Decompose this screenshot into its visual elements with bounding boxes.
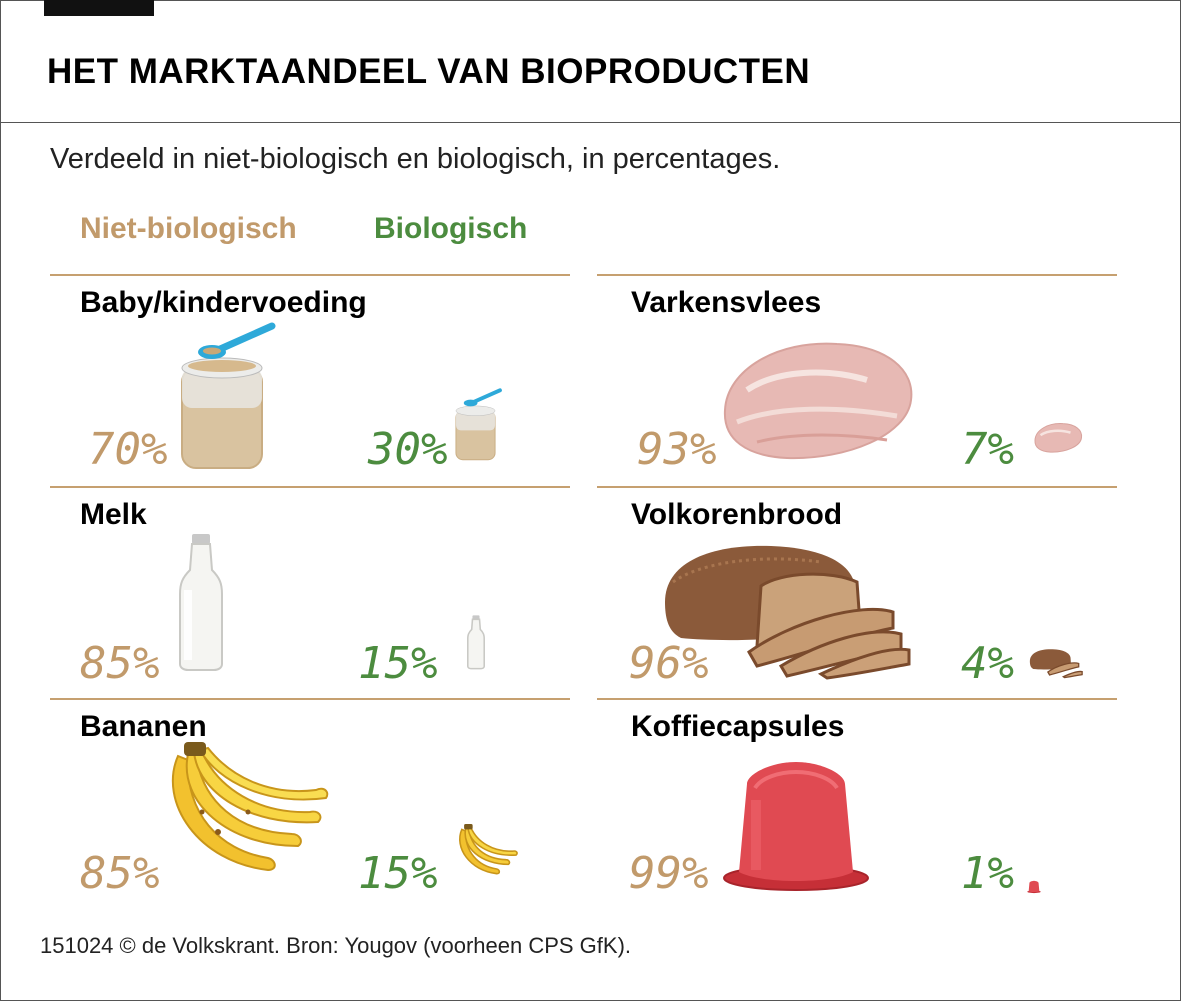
source-credit: 151024 © de Volkskrant. Bron: Yougov (vo… [40, 933, 632, 958]
panel-divider [50, 274, 570, 276]
organic-share-label: 7% [961, 424, 1014, 475]
milk-bottle-small-icon [467, 614, 485, 670]
bread-loaf-small-icon [1029, 648, 1083, 679]
product-label: Volkorenbrood [631, 498, 843, 531]
product-label: Baby/kindervoeding [80, 286, 367, 319]
non-organic-share-label: 85% [80, 848, 160, 899]
product-label: Melk [80, 498, 147, 531]
panel-divider [50, 698, 570, 700]
panel-milk: Melk 85% 15% [50, 486, 570, 698]
coffee-capsule-small-icon [1027, 880, 1041, 894]
pork-chop-small-icon [1033, 420, 1083, 454]
banana-bunch-small-icon [454, 824, 520, 876]
panel-divider [597, 698, 1117, 700]
non-organic-share-label: 93% [637, 424, 717, 475]
organic-share-label: 1% [961, 848, 1014, 899]
pork-chop-icon [717, 330, 917, 465]
organic-share-label: 15% [358, 638, 438, 689]
panel-bread: Volkorenbrood 96% 4% [597, 486, 1117, 698]
coffee-capsule-icon [721, 760, 871, 894]
legend-non-organic: Niet-biologisch [80, 212, 297, 245]
subtitle: Verdeeld in niet-biologisch en biologisc… [50, 143, 781, 175]
milk-bottle-icon [178, 534, 224, 671]
bread-loaf-icon [661, 542, 913, 680]
product-label: Koffiecapsules [631, 710, 845, 743]
product-label: Varkensvlees [631, 286, 822, 319]
non-organic-share-label: 96% [629, 638, 709, 689]
baby-food-jar-small-icon [454, 384, 502, 466]
panel-divider [50, 486, 570, 488]
organic-share-label: 30% [368, 424, 448, 475]
non-organic-share-label: 85% [80, 638, 160, 689]
header-tab-bar [44, 0, 154, 16]
legend-organic: Biologisch [374, 212, 528, 245]
product-label: Bananen [80, 710, 207, 743]
banana-bunch-icon [158, 742, 329, 876]
panel-divider [597, 486, 1117, 488]
baby-food-jar-icon [178, 320, 276, 474]
non-organic-share-label: 70% [88, 424, 168, 475]
title-divider [0, 122, 1181, 123]
page-title: HET MARKTAANDEEL VAN BIOPRODUCTEN [47, 52, 811, 91]
organic-share-label: 4% [961, 638, 1014, 689]
panel-baby-food: Baby/kindervoeding 70% 30% [50, 274, 570, 486]
panel-pork: Varkensvlees 93% 7% [597, 274, 1117, 486]
organic-share-label: 15% [358, 848, 438, 899]
panel-divider [597, 274, 1117, 276]
non-organic-share-label: 99% [629, 848, 709, 899]
panel-coffee-capsules: Koffiecapsules 99% 1% [597, 698, 1117, 910]
panel-bananas: Bananen 85% 15% [50, 698, 570, 910]
